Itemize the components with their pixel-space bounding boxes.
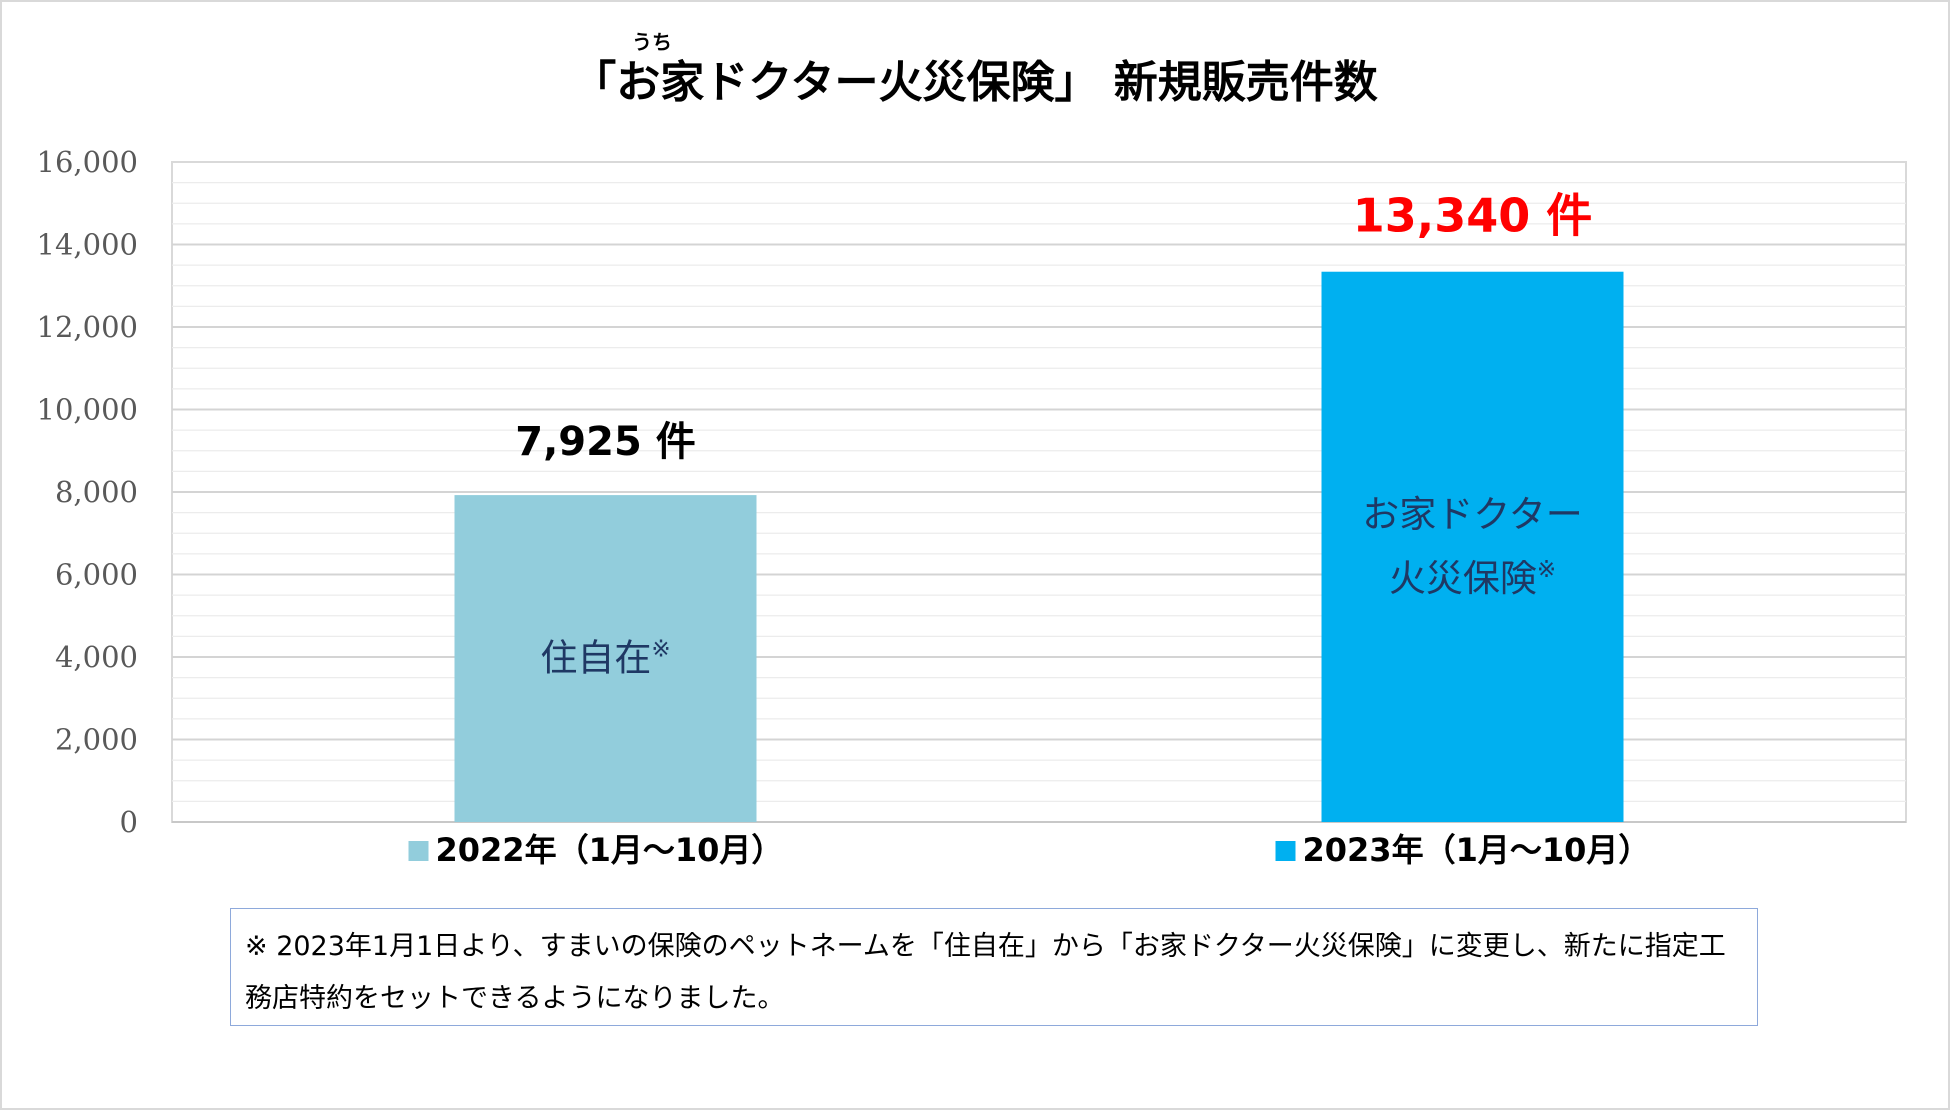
bar-inner-label: お家ドクター <box>1362 493 1583 536</box>
chart-title: 「お家ドクター火災保険」 新規販売件数 <box>572 57 1378 108</box>
y-tick-label: 6,000 <box>55 558 138 592</box>
y-tick-label: 2,000 <box>55 723 138 757</box>
bars <box>454 271 1624 823</box>
bar-1 <box>454 495 757 822</box>
title-ruby: うち <box>632 30 672 54</box>
footnote-line-1: ※ 2023年1月1日より、すまいの保険のペットネームを「住自在」から「お家ドク… <box>245 931 1726 962</box>
bar-inner-label: 住自在※ <box>540 637 670 680</box>
data-label-1: 7,925 件 <box>515 419 695 465</box>
y-axis: 0 2,000 4,000 6,000 8,000 10,000 12,000 14,000 1… <box>37 145 1906 839</box>
y-tick-label: 14,000 <box>37 228 138 262</box>
legend: 2022年（1月～10月） 2023年（1月～10月） <box>408 831 1651 869</box>
bar-2 <box>1321 271 1624 823</box>
bar-inner-label: 火災保険※ <box>1389 557 1556 600</box>
legend-swatch-1 <box>408 841 429 861</box>
y-tick-label: 8,000 <box>55 475 138 509</box>
y-tick-label: 16,000 <box>37 145 138 179</box>
legend-swatch-2 <box>1275 841 1296 861</box>
y-tick-label: 0 <box>120 805 138 839</box>
data-label-2: 13,340 件 <box>1353 189 1593 243</box>
legend-label-1: 2022年（1月～10月） <box>436 831 784 869</box>
grid-lines <box>171 161 1907 823</box>
y-tick-label: 10,000 <box>37 393 138 427</box>
footnote-box: ※ 2023年1月1日より、すまいの保険のペットネームを「住自在」から「お家ドク… <box>230 908 1758 1026</box>
y-tick-label: 12,000 <box>37 310 138 344</box>
y-tick-label: 4,000 <box>55 640 138 674</box>
footnote-line-2: 務店特約をセットできるようになりました。 <box>245 983 785 1014</box>
legend-label-2: 2023年（1月～10月） <box>1303 831 1651 869</box>
bar-chart: 0 2,000 4,000 6,000 8,000 10,000 12,000 14,000 1… <box>37 145 1907 869</box>
